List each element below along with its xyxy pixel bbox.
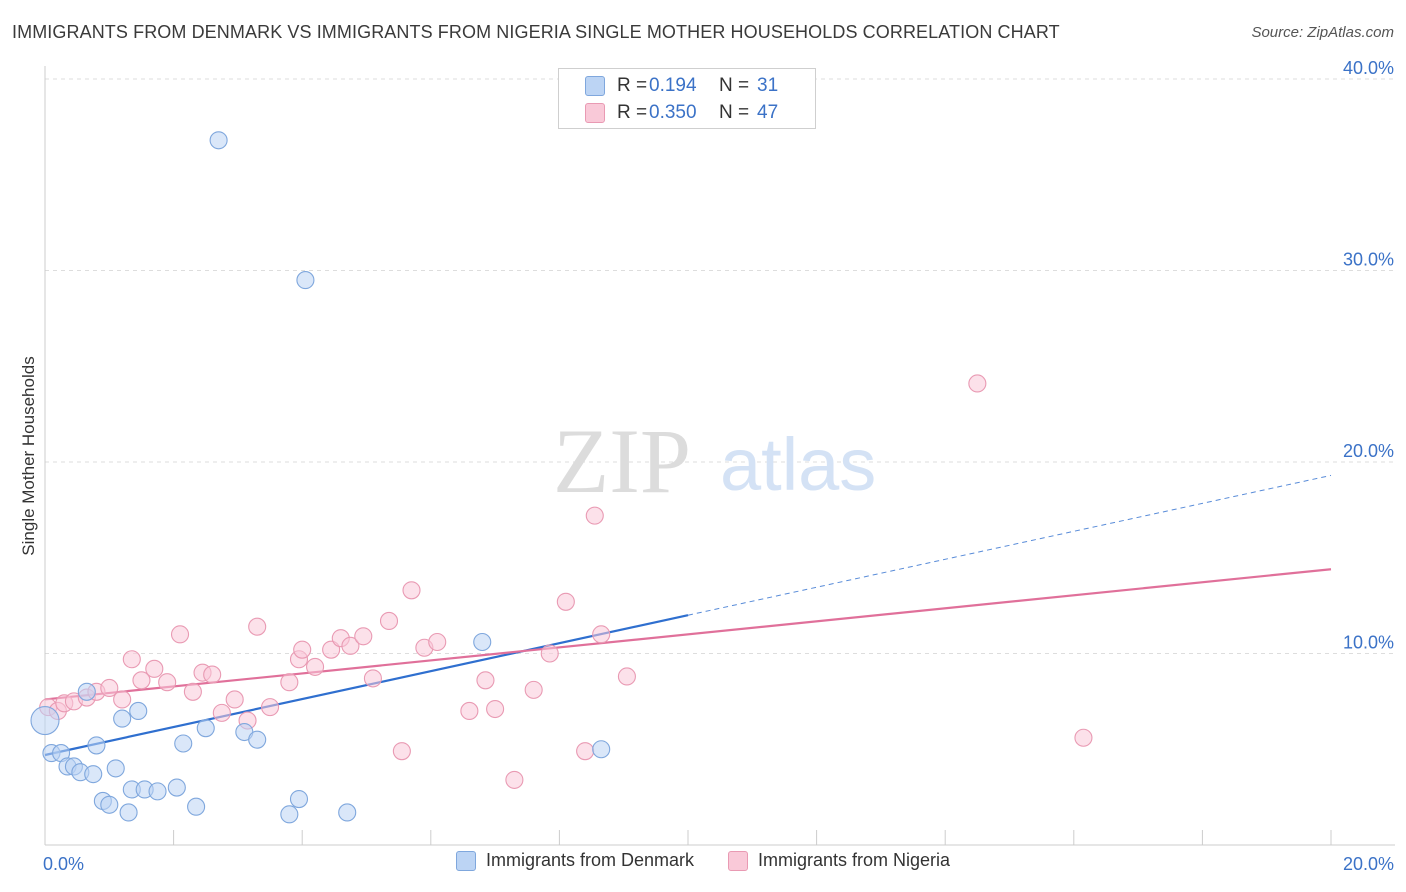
- point-nigeria: [248, 617, 267, 636]
- point-denmark: [473, 632, 492, 652]
- r-label: R =: [617, 75, 648, 96]
- point-denmark: [167, 778, 186, 797]
- point-nigeria: [402, 581, 421, 600]
- point-nigeria: [486, 699, 505, 719]
- point-nigeria: [617, 667, 636, 686]
- point-nigeria: [293, 640, 312, 659]
- point-nigeria: [203, 665, 222, 684]
- y-tick-label: 10.0%: [1343, 633, 1394, 653]
- data-points: [30, 131, 1093, 824]
- n-label: N =: [719, 102, 750, 123]
- point-nigeria: [505, 770, 524, 789]
- point-nigeria: [392, 742, 411, 761]
- point-denmark: [296, 271, 315, 290]
- point-nigeria: [225, 690, 244, 709]
- point-nigeria: [379, 611, 399, 630]
- point-denmark: [248, 730, 267, 749]
- point-nigeria: [212, 703, 231, 722]
- point-nigeria: [363, 669, 382, 688]
- point-denmark: [174, 734, 193, 753]
- y-tick-label: 40.0%: [1343, 58, 1394, 78]
- legend-swatch-pink: [585, 103, 605, 123]
- y-tick-label: 30.0%: [1343, 250, 1394, 270]
- trend-lines: [44, 474, 1332, 757]
- point-nigeria: [968, 374, 987, 393]
- legend-swatch-blue: [455, 850, 476, 871]
- point-nigeria: [306, 657, 325, 676]
- point-nigeria: [1074, 728, 1093, 747]
- correlation-legend: R = 0.194 N = 31 R = 0.350 N = 47: [558, 68, 816, 129]
- r-value: 0.194: [649, 75, 697, 96]
- legend-label: Immigrants from Nigeria: [758, 850, 951, 870]
- point-denmark: [289, 789, 309, 809]
- grid-lines: [45, 78, 1395, 654]
- point-denmark: [280, 805, 299, 824]
- r-label: R =: [617, 102, 648, 123]
- n-value: 31: [757, 75, 779, 96]
- legend-label: Immigrants from Denmark: [485, 850, 694, 870]
- point-nigeria: [122, 650, 141, 669]
- point-denmark: [106, 759, 125, 778]
- point-denmark: [113, 709, 132, 728]
- point-denmark: [87, 736, 106, 755]
- y-axis-label: Single Mother Households: [19, 356, 38, 555]
- trend-line: [44, 614, 689, 757]
- point-denmark: [77, 682, 96, 701]
- point-nigeria: [540, 644, 559, 663]
- trend-line: [44, 568, 1332, 701]
- point-nigeria: [183, 682, 202, 701]
- series-legend: Immigrants from Denmark Immigrants from …: [0, 850, 1406, 871]
- point-nigeria: [354, 627, 373, 646]
- x-tick-label: 20.0%: [1343, 854, 1394, 874]
- point-denmark: [196, 719, 215, 738]
- point-nigeria: [170, 625, 190, 644]
- point-denmark: [100, 795, 119, 814]
- legend-item-nigeria[interactable]: Immigrants from Nigeria: [728, 850, 950, 871]
- point-nigeria: [260, 698, 280, 717]
- axes: [44, 66, 1395, 846]
- n-value: 47: [757, 102, 779, 123]
- legend-swatch-pink: [728, 850, 748, 871]
- chart-title: IMMIGRANTS FROM DENMARK VS IMMIGRANTS FR…: [12, 22, 1060, 42]
- point-nigeria: [524, 680, 543, 699]
- point-nigeria: [113, 690, 132, 709]
- n-label: N =: [719, 75, 750, 96]
- point-denmark: [119, 803, 138, 822]
- watermark-atlas: atlas: [720, 423, 876, 506]
- tick-labels: 10.0% 20.0% 30.0% 40.0% 0.0% 20.0% Single Moth…: [19, 58, 1394, 874]
- legend-row-nigeria: R = 0.350 N = 47: [585, 102, 778, 124]
- legend-swatch-blue: [585, 76, 605, 96]
- point-nigeria: [592, 625, 611, 644]
- r-value: 0.350: [649, 102, 697, 123]
- legend-row-denmark: R = 0.194 N = 31: [585, 75, 778, 97]
- point-nigeria: [280, 673, 299, 692]
- watermark-zip: ZIP: [553, 410, 691, 512]
- point-denmark: [338, 803, 357, 822]
- point-nigeria: [132, 671, 151, 690]
- point-nigeria: [341, 636, 360, 655]
- point-nigeria: [576, 742, 595, 761]
- point-denmark: [84, 765, 103, 784]
- legend-item-denmark[interactable]: Immigrants from Denmark: [455, 850, 694, 871]
- watermark: ZIP atlas: [553, 410, 876, 512]
- point-nigeria: [158, 673, 177, 692]
- trend-line-extension: [687, 474, 1332, 616]
- point-nigeria: [460, 701, 479, 721]
- point-denmark: [592, 740, 611, 759]
- point-nigeria: [585, 506, 604, 525]
- point-nigeria: [145, 659, 164, 678]
- y-tick-label: 20.0%: [1343, 441, 1394, 461]
- point-denmark: [30, 705, 60, 736]
- point-denmark: [209, 131, 228, 150]
- point-denmark: [187, 797, 206, 816]
- point-denmark: [148, 782, 167, 801]
- x-tick-label: 0.0%: [43, 854, 84, 874]
- source-label: Source: ZipAtlas.com: [1251, 24, 1394, 41]
- point-nigeria: [556, 592, 575, 611]
- point-nigeria: [476, 671, 495, 690]
- point-nigeria: [100, 678, 119, 698]
- point-nigeria: [428, 632, 447, 652]
- point-denmark: [129, 701, 148, 721]
